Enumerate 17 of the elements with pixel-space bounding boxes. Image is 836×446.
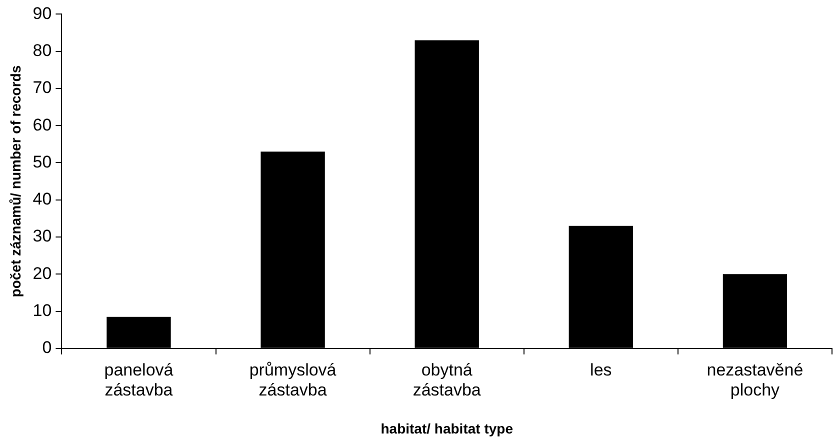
y-tick-label: 40 (32, 190, 52, 209)
y-axis-title: počet záznamů/ number of records (7, 65, 24, 298)
x-tick-label: panelová zástavba (104, 360, 174, 400)
x-tick-label: obytná zástavba (412, 360, 482, 400)
x-tick-label: průmyslová zástavba (249, 360, 337, 400)
x-tick-label: nezastavěné plochy (706, 360, 804, 400)
y-tick-label: 60 (32, 115, 52, 134)
y-tick-label: 10 (32, 300, 52, 320)
x-tick-label: les (590, 360, 612, 380)
y-tick-label: 0 (42, 338, 52, 358)
y-tick-label: 50 (32, 152, 52, 172)
y-tick-label: 90 (32, 4, 52, 23)
y-tick-label: 70 (32, 78, 52, 98)
y-tick-label: 20 (32, 264, 52, 283)
x-axis-title: habitat/ habitat type (380, 420, 514, 436)
y-tick-label: 30 (32, 226, 52, 246)
y-tick-label: 80 (32, 41, 52, 60)
